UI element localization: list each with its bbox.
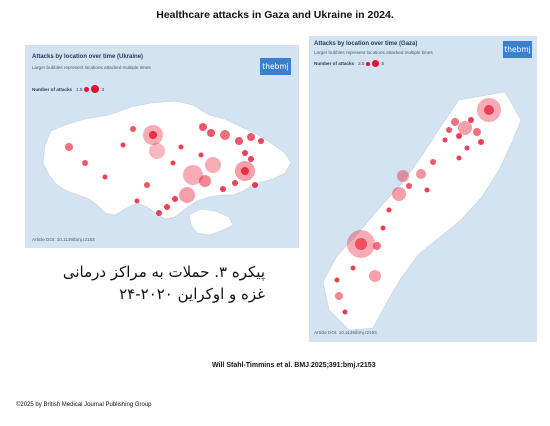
legend-min-value: 2.5 (358, 61, 365, 66)
persian-caption-line-2: غزه و اوکراین ۲۰۲۰-۲۴ (119, 285, 265, 303)
attack-marker (446, 127, 452, 133)
attack-marker (130, 126, 136, 132)
attack-marker (334, 277, 340, 283)
attack-marker (207, 129, 215, 137)
attack-marker (458, 121, 472, 135)
gaza-legend: Number of attacks 2.5 5 (314, 60, 384, 67)
attack-marker (144, 182, 150, 188)
attack-marker (198, 152, 204, 158)
ukraine-map (42, 100, 292, 236)
attack-marker (456, 133, 462, 139)
ukraine-map-panel: Attacks by location over time (Ukraine) … (25, 45, 299, 248)
attack-marker (149, 131, 157, 139)
gaza-doi: Article DOI: 10.1136/bmj.r2153 (314, 330, 377, 335)
attack-marker (456, 155, 462, 161)
citation: Will Stahl-Timmins et al. BMJ 2025;391:b… (212, 362, 376, 369)
attack-marker (179, 187, 195, 203)
figure-title: Healthcare attacks in Gaza and Ukraine i… (156, 9, 394, 21)
gaza-panel-subtitle: Larger bubbles represent locations attac… (314, 50, 433, 55)
attack-marker (355, 238, 367, 250)
ukraine-doi: Article DOI: 10.1136/bmj.r2153 (32, 237, 95, 242)
bmj-logo: thebmj (260, 58, 291, 75)
ukraine-legend: Number of attacks 1.5 3 (32, 85, 104, 93)
attack-marker (164, 204, 170, 210)
attack-marker (205, 157, 221, 173)
attack-marker (178, 144, 184, 150)
attack-marker (172, 196, 178, 202)
attack-marker (134, 198, 140, 204)
attack-marker (473, 128, 481, 136)
attack-marker (252, 182, 258, 188)
attack-marker (335, 292, 343, 300)
crimea-landmass (188, 208, 234, 236)
legend-small-bubble (366, 61, 371, 66)
ukraine-panel-subtitle: Larger bubbles represent locations attac… (32, 65, 151, 70)
attack-marker (380, 225, 386, 231)
attack-marker (102, 174, 108, 180)
gaza-attack-markers (334, 98, 501, 315)
attack-marker (416, 169, 426, 179)
attack-marker (156, 210, 162, 216)
legend-min-value: 1.5 (76, 86, 83, 92)
attack-marker (406, 183, 412, 189)
gaza-map (322, 91, 522, 331)
legend-label: Number of attacks (314, 61, 355, 66)
persian-caption-line-1: پیکره ۳. حملات به مراکز درمانی (62, 263, 265, 281)
attack-marker (82, 160, 88, 166)
attack-marker (392, 187, 406, 201)
legend-label: Number of attacks (32, 86, 73, 92)
attack-marker (397, 170, 409, 182)
attack-marker (442, 137, 448, 143)
ukraine-attack-markers (65, 123, 264, 216)
attack-marker (424, 187, 430, 193)
attack-marker (369, 270, 381, 282)
attack-marker (247, 133, 255, 141)
attack-marker (220, 130, 230, 140)
legend-large-bubble (91, 85, 100, 93)
attack-marker (149, 143, 165, 159)
attack-marker (342, 309, 348, 315)
attack-marker (220, 186, 226, 192)
attack-marker (484, 105, 494, 115)
ukraine-panel-title: Attacks by location over time (Ukraine) (32, 54, 144, 60)
attack-marker (65, 143, 73, 151)
gaza-panel-title: Attacks by location over time (Gaza) (314, 41, 418, 47)
attack-marker (120, 142, 126, 148)
attack-marker (241, 167, 249, 175)
copyright: ©2025 by British Medical Journal Publish… (16, 402, 152, 408)
attack-marker (478, 139, 484, 145)
gaza-landmass (322, 91, 522, 331)
legend-max-value: 3 (101, 86, 105, 92)
attack-marker (235, 137, 243, 145)
attack-marker (170, 160, 176, 166)
attack-marker (258, 138, 264, 144)
attack-marker (386, 207, 392, 213)
attack-marker (350, 265, 356, 271)
attack-marker (242, 150, 248, 156)
attack-marker (430, 159, 436, 165)
attack-marker (199, 123, 207, 131)
attack-marker (451, 118, 459, 126)
legend-large-bubble (372, 60, 380, 67)
attack-marker (373, 242, 381, 250)
attack-marker (199, 175, 211, 187)
attack-marker (248, 156, 254, 162)
legend-max-value: 5 (381, 61, 385, 66)
bmj-logo: thebmj (503, 41, 532, 58)
gaza-map-panel: Attacks by location over time (Gaza) Lar… (309, 36, 537, 342)
attack-marker (183, 165, 203, 185)
attack-marker (464, 145, 470, 151)
attack-marker (232, 180, 238, 186)
ukraine-landmass (42, 100, 292, 220)
attack-marker (468, 117, 474, 123)
legend-small-bubble (84, 86, 90, 92)
